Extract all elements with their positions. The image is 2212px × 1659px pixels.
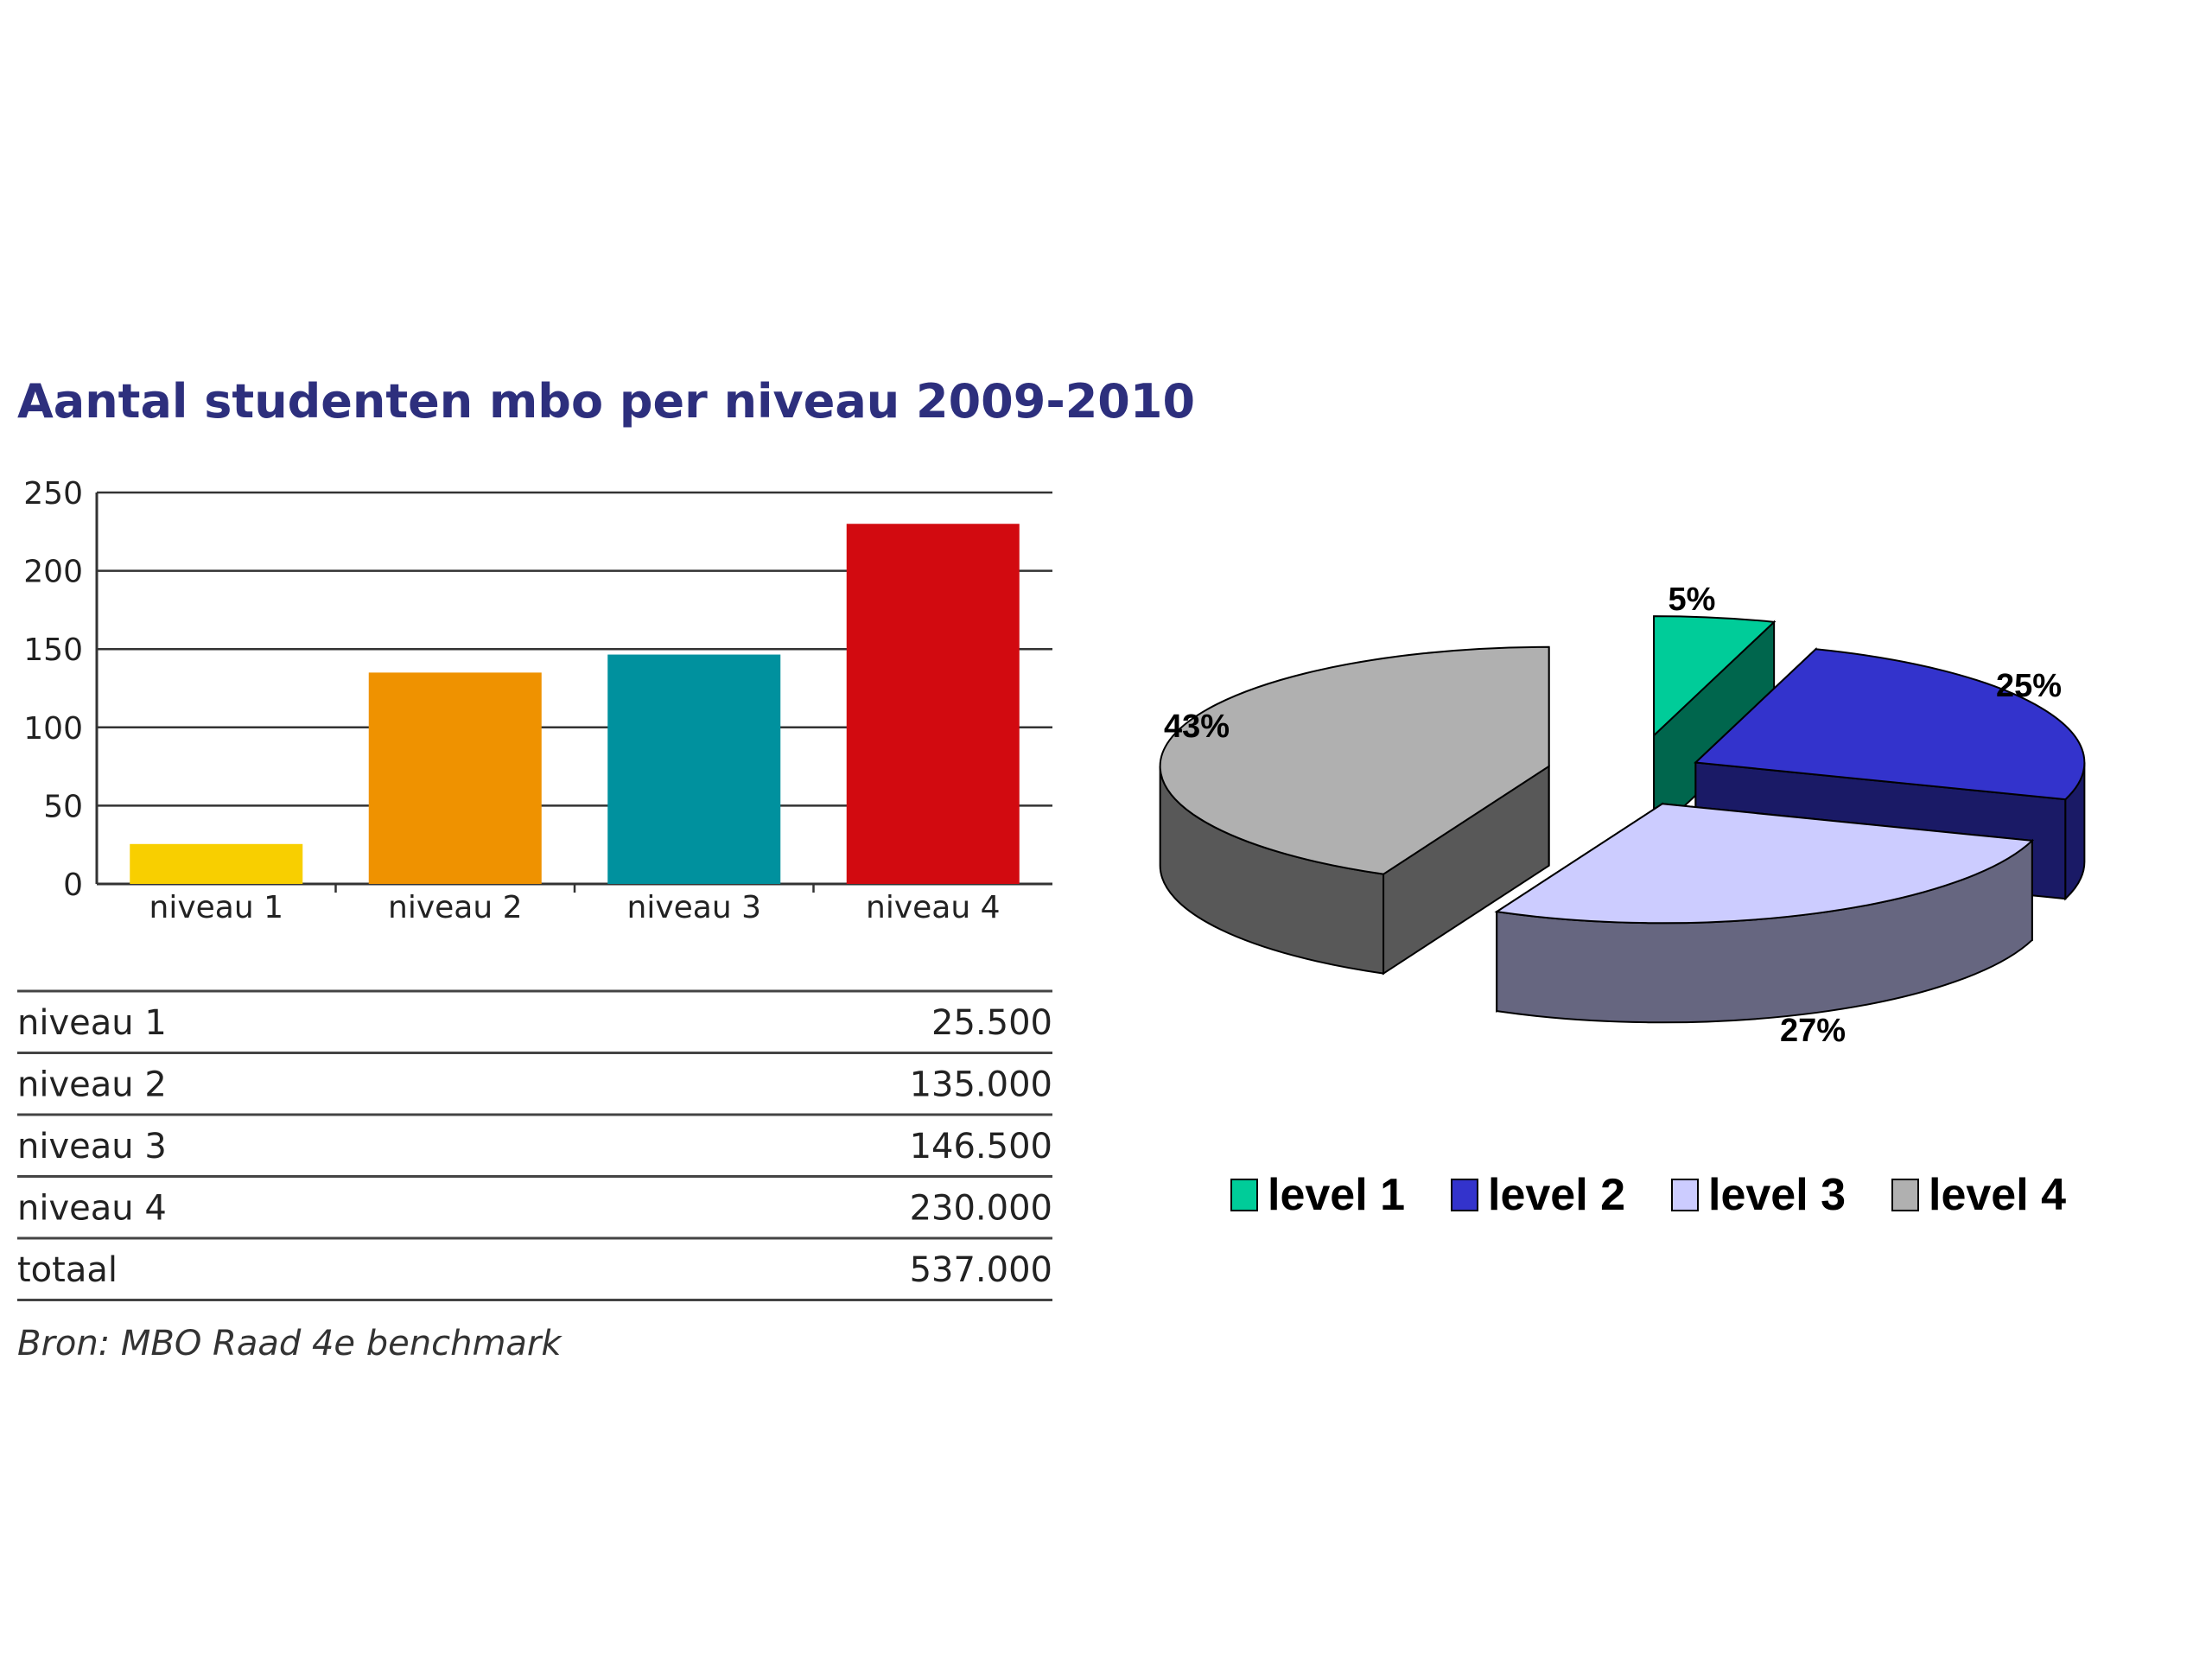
x-category-label: niveau 3 xyxy=(627,890,762,925)
bar xyxy=(846,524,1020,884)
bar-y-ticks: 0 50 100 150 200 250 xyxy=(23,476,83,903)
pie-value-label: 25% xyxy=(1996,668,2062,704)
bar xyxy=(607,654,781,884)
table-row-label: niveau 1 xyxy=(17,1003,167,1043)
y-tick-label: 250 xyxy=(23,476,83,512)
table-row-label: totaal xyxy=(17,1250,118,1290)
legend-swatch xyxy=(1451,1179,1478,1211)
legend-label: level 3 xyxy=(1708,1170,1846,1220)
pie-slice-top xyxy=(1159,645,1550,875)
bar-series xyxy=(130,524,1020,884)
legend-label: level 2 xyxy=(1488,1170,1625,1220)
table-row-label: niveau 3 xyxy=(17,1127,167,1166)
y-tick-label: 100 xyxy=(23,711,83,747)
legend-swatch xyxy=(1891,1179,1919,1211)
source-note: Bron: MBO Raad 4e benchmark xyxy=(17,1324,563,1363)
x-category-label: niveau 2 xyxy=(388,890,523,925)
y-tick-label: 0 xyxy=(63,868,83,903)
pie-slice xyxy=(1494,802,2035,1024)
data-table: niveau 1 25.500 niveau 2 135.000 niveau 3 146… xyxy=(17,989,1052,1301)
chart-title: Aantal studenten mbo per niveau 2009-201… xyxy=(17,374,1195,429)
table-row-value: 230.000 xyxy=(910,1189,1052,1229)
pie-chart xyxy=(1159,615,2086,1024)
pie-value-label: 43% xyxy=(1164,709,1230,745)
y-tick-label: 150 xyxy=(23,632,83,668)
table-row-value: 537.000 xyxy=(910,1250,1052,1290)
legend-label: level 1 xyxy=(1268,1170,1405,1220)
table-row-value: 25.500 xyxy=(931,1003,1052,1043)
pie-value-label: 27% xyxy=(1780,1013,1846,1049)
y-tick-label: 200 xyxy=(23,555,83,590)
table-row-value: 135.000 xyxy=(910,1065,1052,1105)
bar-categories: niveau 1 niveau 2 niveau 3 niveau 4 xyxy=(149,890,1001,925)
legend-label: level 4 xyxy=(1929,1170,2066,1220)
pie-value-label: 5% xyxy=(1669,582,1716,618)
pie-slice xyxy=(1653,615,1777,837)
bar-chart: 0 50 100 150 200 250 niveau 1 niveau 2 niveau 3… xyxy=(23,476,1052,925)
x-category-label: niveau 4 xyxy=(866,890,1001,925)
pie-slice-top xyxy=(1653,615,1777,738)
pie-slice-top xyxy=(1694,648,2086,801)
pie-legend: level 1 level 2 level 3 level 4 xyxy=(1230,1170,2066,1220)
pie-value-labels: 5% 25% 27% 43% xyxy=(1164,582,2062,1049)
legend-swatch xyxy=(1230,1179,1258,1211)
pie-slice-top xyxy=(1494,803,2035,925)
x-category-label: niveau 1 xyxy=(149,890,284,925)
pie-slice xyxy=(1159,645,1550,976)
y-tick-label: 50 xyxy=(43,789,83,824)
bar xyxy=(368,672,542,884)
bar xyxy=(130,843,303,884)
table-row-label: niveau 4 xyxy=(17,1189,167,1229)
legend-swatch xyxy=(1671,1179,1699,1211)
table-row-label: niveau 2 xyxy=(17,1065,167,1105)
table-row-value: 146.500 xyxy=(910,1127,1052,1166)
